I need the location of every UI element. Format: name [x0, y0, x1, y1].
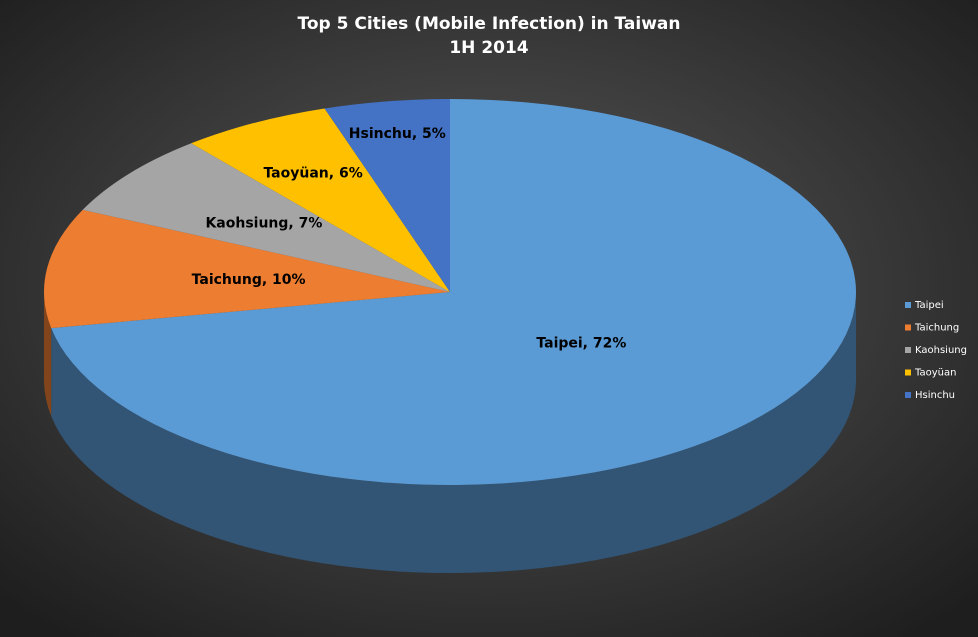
slice — [44, 209, 451, 329]
slice — [82, 143, 451, 292]
data-label: Taipei, 72% — [536, 336, 626, 352]
legend-swatch — [905, 392, 911, 398]
legend-swatch — [905, 347, 911, 353]
data-label: Kaohsiung, 7% — [205, 215, 322, 231]
legend-label: Kaohsiung — [915, 345, 967, 356]
chart-title: Top 5 Cities (Mobile Infection) in Taiwa… — [298, 14, 681, 34]
legend-label: Taichung — [914, 323, 959, 334]
legend-swatch — [905, 324, 911, 331]
legend-swatch — [905, 369, 911, 376]
slice-side — [51, 292, 856, 573]
legend-swatch — [905, 302, 911, 308]
slice-side — [44, 292, 52, 417]
chart-subtitle: 1H 2014 — [449, 38, 528, 58]
legend-label: Hsinchu — [915, 390, 955, 401]
slice — [191, 108, 450, 292]
legend-label: Taipei — [914, 300, 944, 311]
slice — [324, 99, 450, 292]
data-label: Taoyüan, 6% — [263, 166, 362, 182]
data-label: Hsinchu, 5% — [349, 126, 446, 142]
slice — [51, 99, 856, 485]
data-label: Taichung, 10% — [192, 272, 306, 288]
legend-label: Taoyüan — [914, 368, 956, 379]
